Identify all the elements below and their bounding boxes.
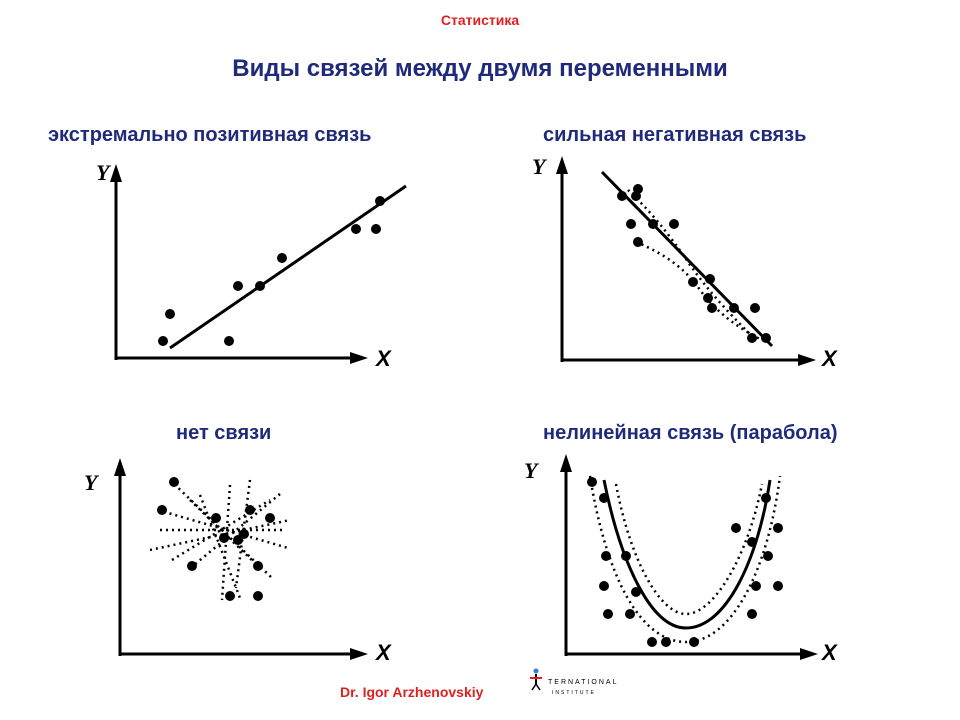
slide-topic: Статистика bbox=[440, 12, 520, 28]
data-point bbox=[703, 293, 713, 303]
data-point bbox=[631, 587, 641, 597]
confidence-band-lower bbox=[635, 240, 763, 342]
data-point bbox=[277, 253, 287, 263]
panel-title-negative: сильная негативная связь bbox=[543, 124, 807, 146]
parabola-curve bbox=[602, 479, 772, 630]
y-label-negative: Y bbox=[532, 154, 548, 179]
axes-positive bbox=[110, 164, 368, 364]
data-point bbox=[603, 609, 613, 619]
data-point bbox=[648, 219, 658, 229]
data-point bbox=[633, 237, 643, 247]
data-point bbox=[633, 184, 643, 194]
data-point bbox=[351, 224, 361, 234]
data-point bbox=[750, 303, 760, 313]
y-label-parabola: Y bbox=[524, 458, 540, 483]
data-point bbox=[761, 493, 771, 503]
data-point bbox=[617, 191, 627, 201]
data-point bbox=[625, 609, 635, 619]
data-point bbox=[587, 477, 597, 487]
data-point bbox=[253, 561, 263, 571]
data-point bbox=[731, 523, 741, 533]
data-point bbox=[601, 551, 611, 561]
data-point bbox=[253, 591, 263, 601]
data-point bbox=[661, 637, 671, 647]
data-point bbox=[157, 505, 167, 515]
data-point bbox=[599, 493, 609, 503]
data-point bbox=[761, 333, 771, 343]
data-point bbox=[239, 529, 249, 539]
trend-line-positive bbox=[169, 184, 407, 350]
logo-line2: INSTITUTE bbox=[552, 690, 596, 696]
confidence-band-upper bbox=[627, 189, 753, 337]
data-point bbox=[729, 303, 739, 313]
panel-title-positive: экстремально позитивная связь bbox=[48, 124, 372, 146]
data-point bbox=[647, 637, 657, 647]
data-point bbox=[626, 219, 636, 229]
panel-title-parabola: нелинейная связь (парабола) bbox=[543, 422, 838, 444]
y-label-none: Y bbox=[84, 470, 100, 495]
data-point bbox=[158, 336, 168, 346]
points-parabola bbox=[587, 477, 783, 647]
panel-title-none: нет связи bbox=[176, 422, 272, 444]
data-point bbox=[747, 609, 757, 619]
institute-logo: TERNATIONAL INSTITUTE bbox=[530, 668, 619, 696]
author-credit: Dr. Igor Arzhenovskiy bbox=[340, 684, 484, 700]
x-label-positive: X bbox=[374, 346, 392, 371]
x-label-parabola: X bbox=[820, 640, 838, 665]
data-point bbox=[621, 551, 631, 561]
data-point bbox=[225, 591, 235, 601]
axes-parabola bbox=[560, 454, 818, 660]
points-positive bbox=[158, 196, 385, 346]
x-label-none: X bbox=[374, 640, 392, 665]
data-point bbox=[747, 333, 757, 343]
data-point bbox=[689, 637, 699, 647]
figure-icon bbox=[530, 668, 542, 691]
axes-none bbox=[114, 458, 368, 660]
logo-line1: TERNATIONAL bbox=[548, 679, 619, 686]
data-point bbox=[219, 533, 229, 543]
panel-positive: Y X bbox=[96, 160, 407, 371]
data-point bbox=[165, 309, 175, 319]
data-point bbox=[669, 219, 679, 229]
x-label-negative: X bbox=[820, 346, 838, 371]
data-point bbox=[169, 477, 179, 487]
panel-none: Y X bbox=[84, 458, 392, 665]
data-point bbox=[224, 336, 234, 346]
data-point bbox=[763, 551, 773, 561]
data-point bbox=[371, 224, 381, 234]
panel-parabola: Y X bbox=[524, 454, 838, 665]
data-point bbox=[265, 513, 275, 523]
panel-negative: Y X bbox=[532, 154, 838, 371]
y-label-positive: Y bbox=[96, 160, 112, 185]
data-point bbox=[773, 581, 783, 591]
data-point bbox=[255, 281, 265, 291]
data-point bbox=[773, 523, 783, 533]
data-point bbox=[688, 277, 698, 287]
axes-negative bbox=[556, 156, 816, 366]
data-point bbox=[233, 281, 243, 291]
data-point bbox=[747, 537, 757, 547]
data-point bbox=[707, 303, 717, 313]
data-point bbox=[211, 513, 221, 523]
data-point bbox=[705, 274, 715, 284]
data-point bbox=[599, 581, 609, 591]
data-point bbox=[187, 561, 197, 571]
points-negative bbox=[617, 184, 771, 343]
points-none bbox=[157, 477, 275, 601]
data-point bbox=[245, 505, 255, 515]
data-point bbox=[375, 196, 385, 206]
data-point bbox=[751, 581, 761, 591]
slide-title: Виды связей между двумя переменными bbox=[232, 55, 728, 82]
